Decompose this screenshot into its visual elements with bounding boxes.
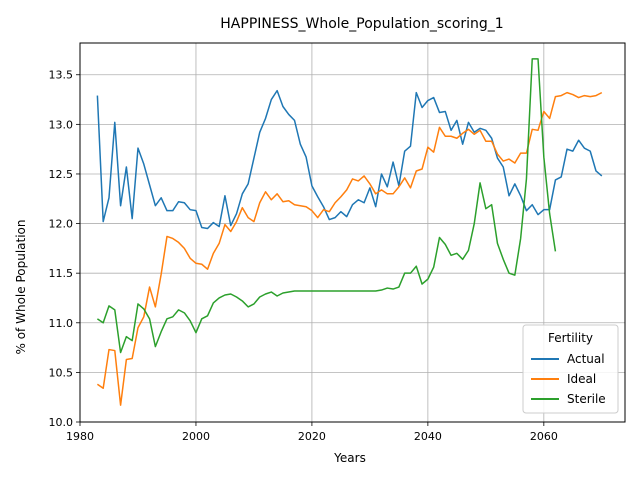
legend-label-actual: Actual bbox=[567, 352, 605, 366]
x-tick-label: 2060 bbox=[530, 430, 558, 443]
plot-area: 1980 2000 2020 2040 2060 10.0 10.5 11.0 11.5 12.… bbox=[49, 42, 626, 443]
legend: Fertility Actual Ideal Sterile bbox=[522, 324, 619, 414]
series-line-ideal bbox=[96, 91, 603, 406]
y-tick-label: 13.5 bbox=[49, 69, 74, 82]
y-tick-label: 13.0 bbox=[49, 118, 74, 131]
legend-items: Actual Ideal Sterile bbox=[531, 352, 606, 406]
legend-title: Fertility bbox=[548, 331, 593, 345]
y-tick-label: 11.5 bbox=[49, 267, 74, 280]
x-tick-label: 1980 bbox=[66, 430, 94, 443]
legend-box bbox=[522, 324, 619, 414]
x-axis-ticks: 1980 2000 2020 2040 2060 bbox=[66, 422, 558, 443]
legend-label-sterile: Sterile bbox=[567, 392, 606, 406]
x-axis-label: Years bbox=[333, 451, 366, 465]
y-tick-label: 12.5 bbox=[49, 168, 74, 181]
y-axis-ticks: 10.0 10.5 11.0 11.5 12.0 12.5 13.0 13.5 bbox=[49, 69, 80, 429]
x-tick-label: 2040 bbox=[414, 430, 442, 443]
y-tick-label: 10.5 bbox=[49, 366, 74, 379]
legend-label-ideal: Ideal bbox=[567, 372, 596, 386]
x-tick-label: 2000 bbox=[182, 430, 210, 443]
series-lines bbox=[96, 58, 603, 406]
series-line-actual bbox=[96, 89, 603, 230]
y-tick-label: 12.0 bbox=[49, 218, 74, 231]
series-line-sterile bbox=[96, 58, 557, 354]
grid-lines bbox=[79, 43, 625, 423]
chart-title: HAPPINESS_Whole_Population_scoring_1 bbox=[220, 16, 503, 32]
y-tick-label: 11.0 bbox=[49, 317, 74, 330]
y-tick-label: 10.0 bbox=[49, 416, 74, 429]
x-tick-label: 2020 bbox=[298, 430, 326, 443]
y-axis-label: % of Whole Population bbox=[14, 220, 28, 355]
axes-frame bbox=[79, 42, 626, 423]
